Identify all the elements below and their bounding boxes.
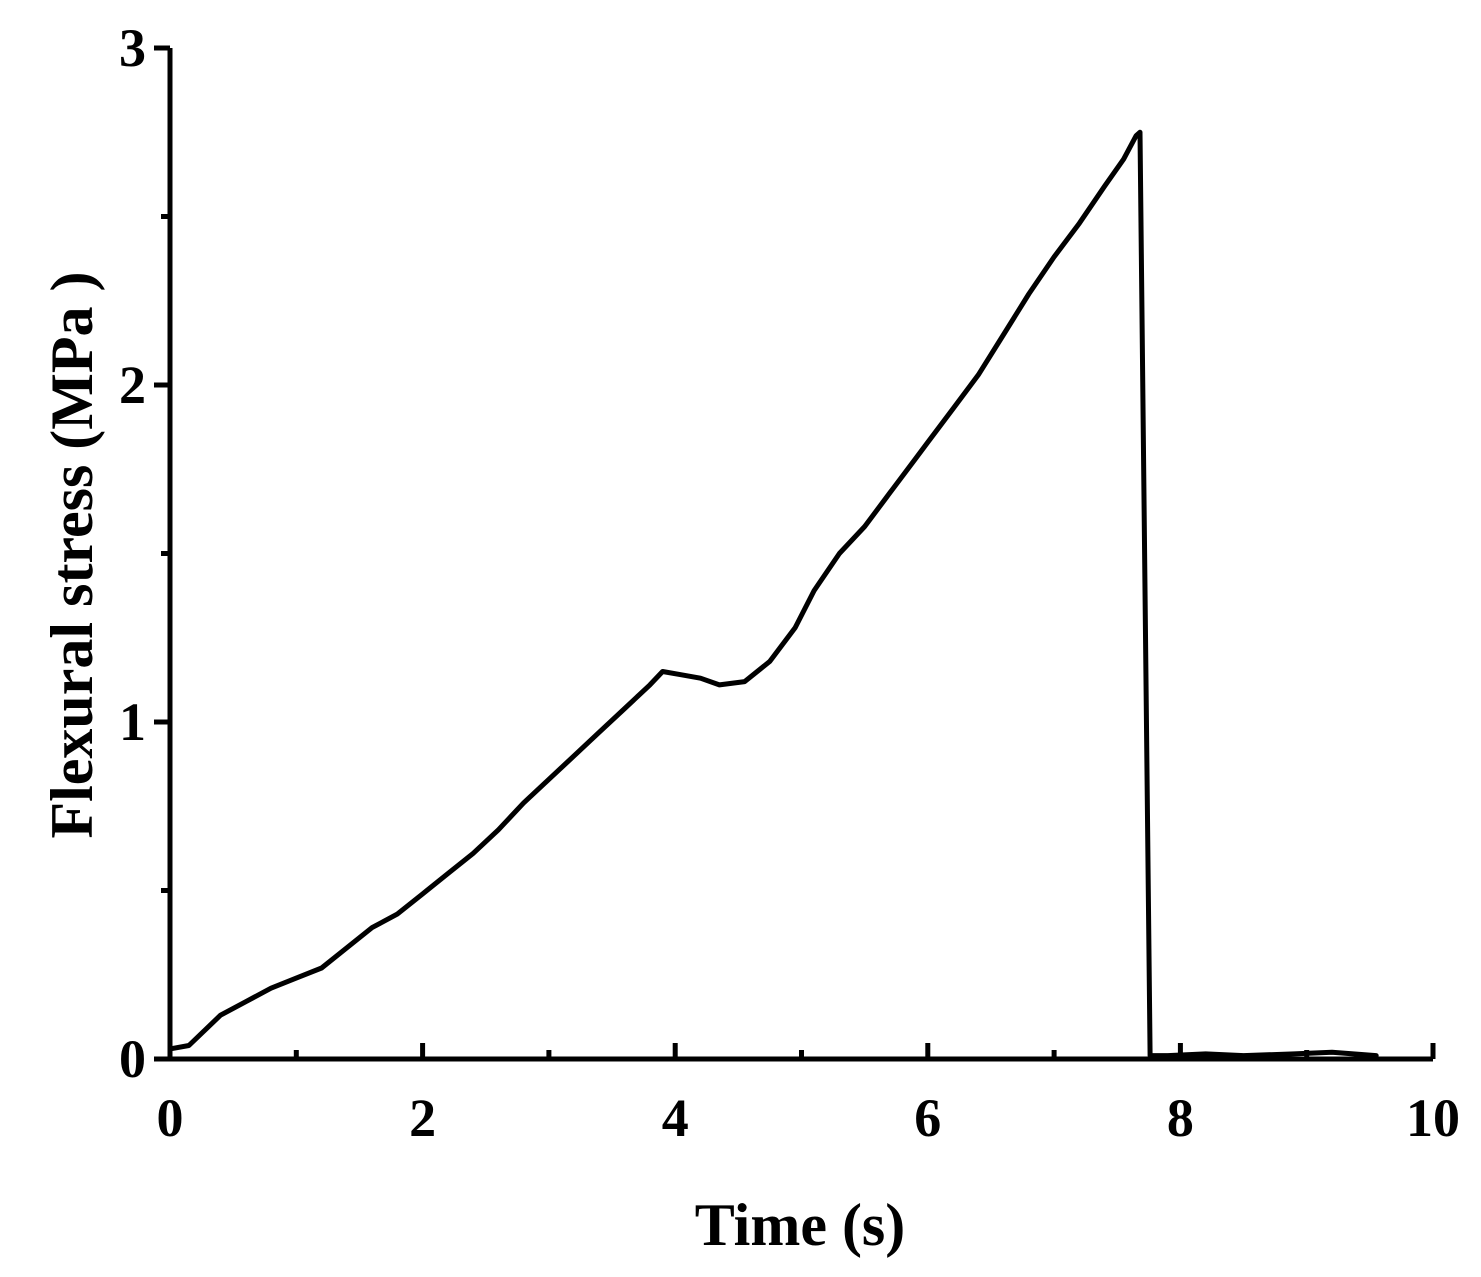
y-axis-title: Flexural stress (MPa ) <box>39 271 105 838</box>
x-tick-label: 8 <box>1167 1088 1194 1148</box>
series-line <box>167 129 1379 1059</box>
major-ticks <box>154 45 1436 1062</box>
x-tick-label: 0 <box>157 1088 184 1148</box>
x-tick-label: 2 <box>409 1088 436 1148</box>
x-tick-label: 6 <box>914 1088 941 1148</box>
y-tick-label: 3 <box>119 18 146 78</box>
y-tick-labels: 0 1 2 3 <box>119 18 146 1089</box>
x-tick-label: 10 <box>1406 1088 1460 1148</box>
x-axis-title: Time (s) <box>695 1192 906 1258</box>
y-tick-label: 2 <box>119 355 146 415</box>
x-tick-label: 4 <box>662 1088 689 1148</box>
y-tick-label: 1 <box>119 692 146 752</box>
y-tick-label: 0 <box>119 1029 146 1089</box>
minor-ticks <box>161 214 1310 1059</box>
x-tick-labels: 0 2 4 6 8 10 <box>157 1088 1461 1148</box>
